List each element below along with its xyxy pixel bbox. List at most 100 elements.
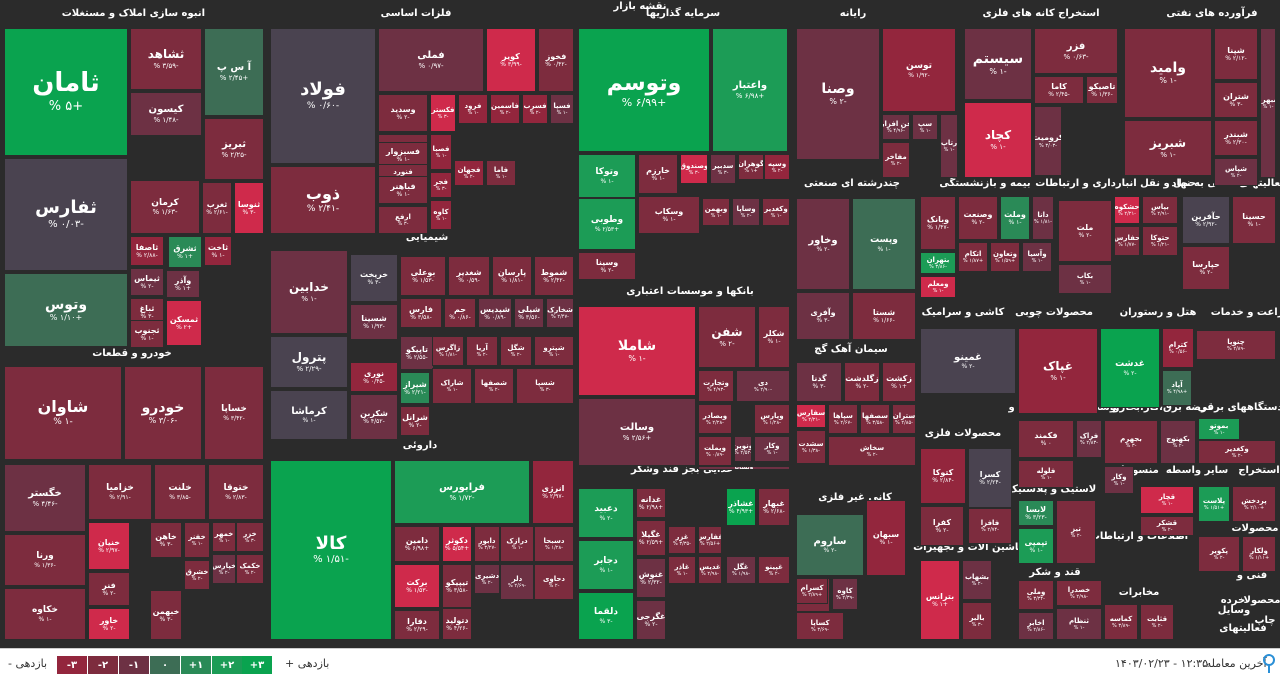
stock-tile[interactable]: دشیری -۲ % — [474, 564, 500, 594]
stock-tile[interactable]: شاوان -۱ % — [4, 366, 122, 460]
stock-tile[interactable]: شفن -۲ % — [698, 306, 756, 368]
stock-tile[interactable]: فسرب -۲ % — [522, 94, 548, 124]
stock-tile[interactable]: دتولید -۴/۲۶ % — [442, 608, 472, 640]
stock-tile[interactable]: وتوکا -۱ % — [578, 154, 636, 198]
stock-tile[interactable]: وخاور -۲ % — [796, 198, 850, 290]
stock-tile[interactable]: ملت -۲ % — [1058, 200, 1112, 262]
stock-tile[interactable]: آپاد +۴/۹۸ % — [1162, 370, 1192, 406]
stock-tile[interactable]: خگستر -۴/۴۶ % — [4, 464, 86, 532]
stock-tile[interactable]: خزامیا -۲/۹۱ % — [88, 464, 152, 520]
stock-tile[interactable]: دانا -۱/۸۱ % — [1032, 196, 1054, 240]
stock-tile[interactable]: شتران -۳ % — [1214, 82, 1258, 118]
stock-tile[interactable]: دابور -۳/۲۷ % — [474, 526, 500, 562]
stock-tile[interactable]: گدنا -۳ % — [796, 362, 842, 402]
stock-tile[interactable]: بترانس +۱ % — [920, 560, 960, 640]
stock-tile[interactable]: بموتو -۱ % — [1198, 418, 1240, 440]
stock-tile[interactable]: وسکاب -۱ % — [638, 196, 700, 234]
stock-tile[interactable]: قشکر -۲ % — [1140, 516, 1194, 536]
stock-tile[interactable]: دامین +۶/۹۸ % — [394, 526, 440, 562]
stock-tile[interactable]: فرابورس -۱/۷۲ % — [394, 460, 530, 524]
pin-icon[interactable] — [1262, 654, 1276, 674]
stock-tile[interactable]: حآفرین -۲/۹۲ % — [1182, 196, 1230, 244]
stock-tile[interactable]: پترول -۲/۲۹ % — [270, 336, 348, 388]
stock-tile[interactable]: فاما -۱ % — [486, 160, 516, 186]
stock-tile[interactable]: وملت -۱ % — [1000, 196, 1030, 240]
stock-tile[interactable]: شرانل -۲ % — [400, 406, 430, 436]
stock-tile[interactable]: فارس -۳/۵۸ % — [400, 298, 442, 328]
stock-tile[interactable]: حشکوه -۲/۲۱ % — [1114, 196, 1140, 224]
stock-tile[interactable]: قثابت -۲ % — [1140, 604, 1174, 640]
stock-tile[interactable]: غگیلا +۲/۵۹ % — [636, 520, 666, 556]
stock-tile[interactable]: شیلی -۳/۵۶ % — [514, 298, 544, 328]
stock-tile[interactable]: شیراز -۲/۲۱ % — [400, 372, 430, 404]
stock-tile[interactable]: حفارس -۱/۷۷ % — [1114, 226, 1140, 256]
stock-tile[interactable]: کسرا -۲/۲۴ % — [968, 448, 1012, 508]
stock-tile[interactable]: ثیماس -۲ % — [130, 268, 164, 296]
stock-tile[interactable]: خفنر -۱ % — [184, 522, 210, 558]
stock-tile[interactable]: کاوه -۲/۳۹ % — [832, 578, 858, 610]
stock-tile[interactable]: سشدت -۱/۳۸ % — [796, 430, 826, 464]
stock-tile[interactable]: فجر -۳ % — [430, 172, 452, 198]
stock-tile[interactable]: کسرام +۲/۸۹ % — [796, 578, 828, 604]
stock-tile[interactable]: شموط -۲/۴۲ % — [534, 256, 574, 296]
stock-tile[interactable]: فکمند ۰ % — [1018, 420, 1074, 458]
stock-tile[interactable]: ثشاهد -۳/۵۹ % — [130, 28, 202, 90]
stock-tile[interactable]: فلوله -۱ % — [1018, 460, 1074, 488]
stock-tile[interactable]: وپست -۱ % — [852, 198, 916, 290]
stock-tile[interactable]: وکغدیر -۲ % — [1198, 440, 1276, 464]
stock-tile[interactable]: خاور -۲ % — [88, 608, 130, 640]
stock-tile[interactable]: بجهرم -۳ % — [1104, 420, 1158, 464]
stock-tile[interactable]: بتهران -۳/۸۶ % — [920, 252, 956, 274]
stock-tile[interactable]: ثجنوب -۱ % — [130, 320, 164, 348]
stock-tile[interactable]: سبهان -۱ % — [866, 500, 906, 576]
stock-tile[interactable]: ستران -۲/۸۵ % — [892, 404, 916, 434]
stock-tile[interactable]: شکلر -۱ % — [758, 306, 790, 368]
stock-tile[interactable]: پارسان -۱/۸۱ % — [492, 256, 532, 296]
stock-tile[interactable]: دسبحا -۱/۲۸ % — [534, 526, 574, 562]
stock-tile[interactable]: شپاس -۲ % — [1214, 158, 1258, 186]
stock-tile[interactable]: فکستر -۳ % — [430, 94, 456, 132]
stock-tile[interactable]: کالا -۱/۵۱ % — [270, 460, 392, 640]
stock-tile[interactable]: غپاک -۱ % — [1018, 328, 1098, 414]
stock-tile[interactable]: وصنعت -۲ % — [958, 196, 998, 240]
stock-tile[interactable]: غفارس +۲/۵۶ % — [698, 526, 722, 554]
stock-tile[interactable]: خکمک -۲ % — [236, 554, 264, 584]
stock-tile[interactable]: وتجارت -۴/۹۳ % — [698, 370, 734, 402]
stock-tile[interactable]: ثاصفا -۲/۸۸ % — [130, 236, 164, 266]
stock-tile[interactable]: شبهرن-۱ % — [1260, 28, 1276, 178]
stock-tile[interactable]: اتکام +۱/۸۷ % — [958, 242, 988, 272]
stock-tile[interactable]: فن افزار -۴/۹۶ % — [882, 114, 910, 140]
stock-tile[interactable]: شسینا -۱/۹۳ % — [350, 304, 398, 340]
stock-tile[interactable]: خریخت -۳ % — [350, 254, 398, 302]
stock-tile[interactable]: خدابین -۱ % — [270, 250, 348, 334]
stock-tile[interactable]: پلاست +۱/۵۱ % — [1198, 486, 1230, 522]
stock-tile[interactable]: فجهان -۲ % — [454, 160, 484, 186]
stock-tile[interactable]: مفاخر -۲ % — [882, 142, 910, 178]
stock-tile[interactable]: وسالت +۲/۵۶ % — [578, 398, 696, 466]
stock-tile[interactable]: بکهنوج -۲ % — [1160, 420, 1196, 464]
stock-tile[interactable]: زگلدشت -۲ % — [844, 362, 880, 402]
stock-tile[interactable]: ویملت -۰/۸۹ % — [698, 436, 732, 466]
stock-tile[interactable]: دی -۲/۹۰ % — [736, 370, 790, 402]
stock-tile[interactable]: فصبا -۱ % — [430, 134, 452, 170]
stock-tile[interactable]: خودرو -۳/۰۶ % — [124, 366, 202, 460]
stock-tile[interactable]: خزر -۳ % — [236, 522, 264, 552]
stock-tile[interactable]: دلقما -۳ % — [578, 592, 634, 640]
stock-tile[interactable]: کچاد -۱ % — [964, 102, 1032, 178]
stock-tile[interactable]: فسپا -۱ % — [550, 94, 574, 124]
stock-tile[interactable]: قچار -۱ % — [1140, 486, 1194, 514]
stock-tile[interactable]: وصندوق -۳ % — [680, 154, 708, 184]
stock-tile[interactable]: پردخش +۲/۱۰ % — [1232, 486, 1276, 522]
stock-tile[interactable]: اخابر -۲/۸۶ % — [1018, 612, 1054, 640]
stock-tile[interactable]: تپمپی -۱ % — [1018, 528, 1054, 564]
stock-tile[interactable]: وآفری -۳ % — [796, 292, 850, 340]
stock-tile[interactable]: خشرق -۲ % — [184, 560, 210, 590]
stock-tile[interactable]: غبهار -۲/۶۸ % — [758, 488, 790, 526]
stock-tile[interactable]: دعبید -۲ % — [578, 488, 634, 538]
stock-tile[interactable]: وپارس -۱/۲۸ % — [754, 404, 790, 434]
stock-tile[interactable]: خصدرا -۲/۹۸ % — [1056, 580, 1102, 606]
stock-tile[interactable]: غشاذر +۴/۹۳ % — [726, 488, 756, 526]
stock-tile[interactable]: حپارسا -۲ % — [1182, 246, 1230, 290]
stock-tile[interactable]: بوعلی -۱/۵۳ % — [400, 256, 446, 296]
stock-tile[interactable]: زاگرس -۱/۸۱ % — [432, 336, 464, 366]
